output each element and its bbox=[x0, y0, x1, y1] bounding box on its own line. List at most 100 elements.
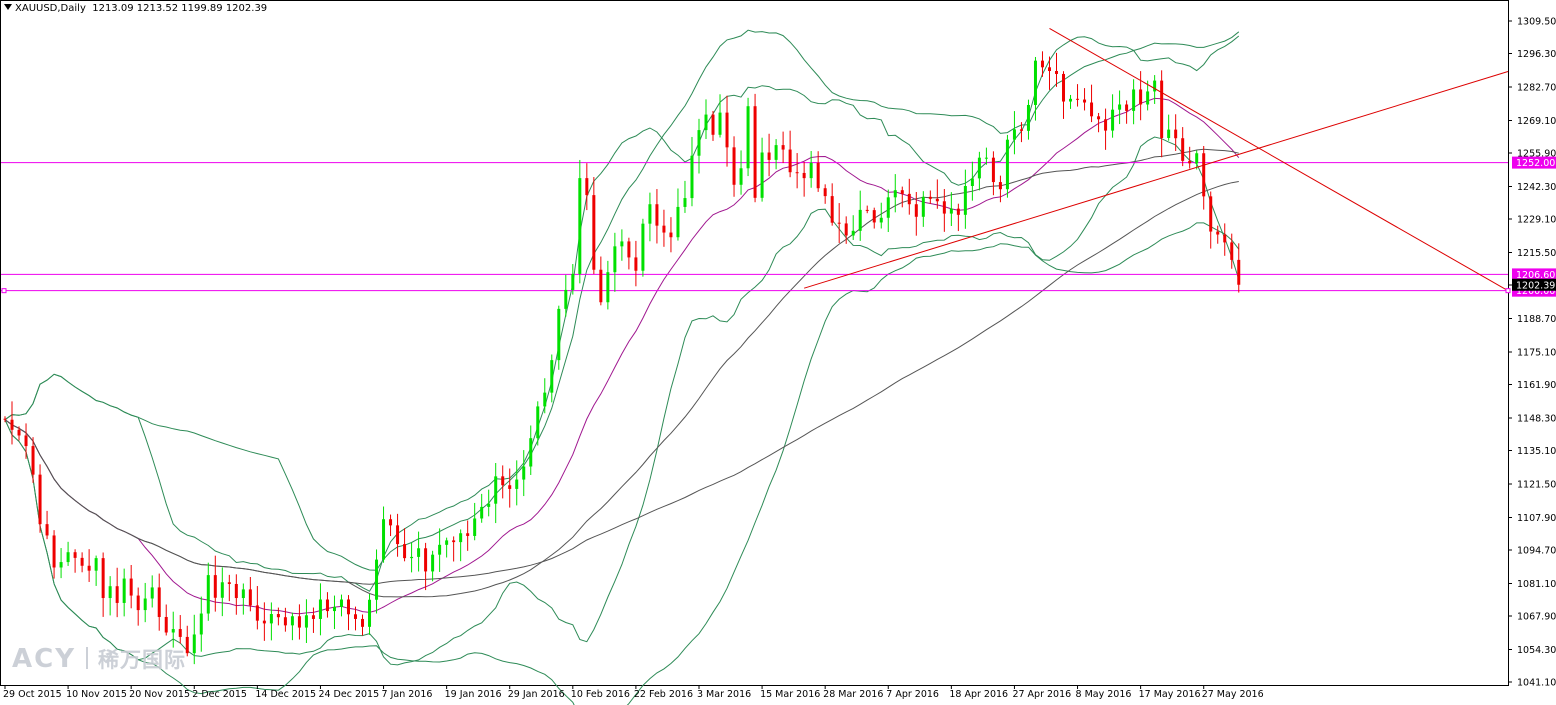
candle-body bbox=[136, 595, 140, 611]
candle-body bbox=[417, 548, 421, 557]
y-tick-label: 1054.30 bbox=[1517, 645, 1556, 656]
indicators-layer bbox=[4, 29, 1240, 705]
candle-body bbox=[1202, 153, 1206, 197]
candle-body bbox=[157, 587, 161, 617]
y-axis: 1309.50 1296.30 1282.70 1269.10 1255.90 1242.… bbox=[1508, 17, 1556, 689]
candle-body bbox=[872, 210, 876, 223]
candle-body bbox=[480, 506, 484, 519]
candle-body bbox=[1181, 138, 1185, 161]
y-tick-label: 1081.10 bbox=[1517, 579, 1556, 590]
y-tick-label: 1148.30 bbox=[1517, 413, 1556, 424]
candle-body bbox=[571, 273, 575, 290]
x-tick-label: 18 Apr 2016 bbox=[949, 689, 1008, 700]
candle-body bbox=[311, 615, 315, 619]
candle-body bbox=[1139, 89, 1143, 105]
candle-body bbox=[956, 208, 960, 215]
candle-body bbox=[396, 525, 400, 545]
candle-body bbox=[529, 438, 533, 467]
candle-body bbox=[1055, 70, 1058, 74]
candle-body bbox=[1209, 196, 1213, 232]
candle-body bbox=[886, 197, 890, 218]
candle-body bbox=[942, 201, 946, 214]
candle-body bbox=[921, 196, 925, 217]
candle-body bbox=[1118, 104, 1122, 110]
candle-body bbox=[403, 544, 407, 559]
candle-body bbox=[711, 114, 715, 135]
candle-body bbox=[115, 586, 119, 603]
candle-body bbox=[410, 556, 414, 559]
candle-body bbox=[318, 599, 322, 619]
candle-body bbox=[1237, 259, 1241, 285]
candle-body bbox=[304, 615, 308, 628]
y-tick-label: 1107.90 bbox=[1517, 513, 1556, 524]
candle-body bbox=[802, 172, 806, 179]
candle-body bbox=[718, 112, 722, 135]
candle-body bbox=[52, 535, 56, 568]
candle-body bbox=[1111, 109, 1115, 131]
symbol-label: XAUUSD,Daily bbox=[15, 3, 86, 14]
candle-body bbox=[1076, 98, 1080, 100]
y-tick-label: 1175.10 bbox=[1517, 347, 1556, 358]
y-tick-label: 1282.70 bbox=[1517, 83, 1556, 94]
candle-body bbox=[1167, 129, 1171, 138]
candle-body bbox=[739, 168, 743, 185]
candle-body bbox=[1097, 116, 1101, 120]
candle-body bbox=[1195, 153, 1199, 164]
ohlc-readout: 1213.09 1213.52 1199.89 1202.39 bbox=[92, 3, 268, 14]
y-tick-label: 1269.10 bbox=[1517, 116, 1556, 127]
y-tick-label: 1242.30 bbox=[1517, 182, 1556, 193]
x-tick-label: 19 Jan 2016 bbox=[445, 689, 502, 700]
candle-body bbox=[45, 524, 49, 536]
candle-body bbox=[879, 217, 883, 223]
x-tick-label: 2 Dec 2015 bbox=[192, 689, 247, 700]
candle-body bbox=[389, 519, 393, 526]
candle-body bbox=[248, 589, 252, 606]
candle-body bbox=[592, 195, 596, 270]
candle-body bbox=[585, 178, 589, 196]
candle-body bbox=[354, 614, 357, 619]
candle-body bbox=[1104, 119, 1108, 131]
x-tick-label: 24 Dec 2015 bbox=[318, 689, 379, 700]
level-price-tag-label: 1200.00 bbox=[1516, 286, 1555, 297]
candle-body bbox=[361, 618, 365, 627]
y-tick-label: 1296.30 bbox=[1517, 49, 1556, 60]
collapse-triangle-icon bbox=[4, 4, 12, 10]
candle-body bbox=[858, 209, 862, 231]
candle-body bbox=[1174, 129, 1178, 139]
candle-body bbox=[297, 616, 301, 628]
candle-body bbox=[732, 147, 736, 185]
candle-body bbox=[3, 418, 7, 420]
x-axis: 29 Oct 2015 10 Nov 2015 20 Nov 2015 2 Dec 2… bbox=[3, 685, 1264, 700]
y-tick-label: 1161.90 bbox=[1517, 380, 1556, 391]
candle-body bbox=[704, 114, 708, 131]
candle-body bbox=[893, 190, 897, 198]
candle-body bbox=[928, 196, 932, 199]
y-tick-label: 1041.10 bbox=[1517, 678, 1556, 689]
candle-body bbox=[851, 230, 855, 236]
candle-body bbox=[94, 558, 98, 571]
candle-body bbox=[1026, 104, 1030, 131]
candle-body bbox=[80, 557, 84, 566]
candle-body bbox=[431, 554, 435, 572]
candle-body bbox=[823, 188, 827, 197]
candle-body bbox=[536, 406, 540, 439]
candle-body bbox=[683, 198, 687, 207]
candle-body bbox=[767, 152, 771, 160]
candle-body bbox=[543, 392, 547, 407]
x-tick-label: 28 Mar 2016 bbox=[823, 689, 883, 700]
candle-body bbox=[87, 565, 91, 571]
candle-body bbox=[199, 613, 203, 635]
x-tick-label: 10 Feb 2016 bbox=[571, 689, 630, 700]
candle-body bbox=[178, 629, 182, 637]
x-tick-label: 15 Mar 2016 bbox=[760, 689, 820, 700]
candle-body bbox=[1069, 98, 1073, 102]
x-tick-label: 7 Apr 2016 bbox=[886, 689, 939, 700]
candle-body bbox=[66, 552, 70, 563]
candle-body bbox=[73, 552, 77, 558]
candle-body bbox=[1033, 60, 1037, 105]
candle-body bbox=[970, 178, 974, 187]
candle-body bbox=[1012, 129, 1016, 140]
candle-body bbox=[788, 149, 792, 173]
